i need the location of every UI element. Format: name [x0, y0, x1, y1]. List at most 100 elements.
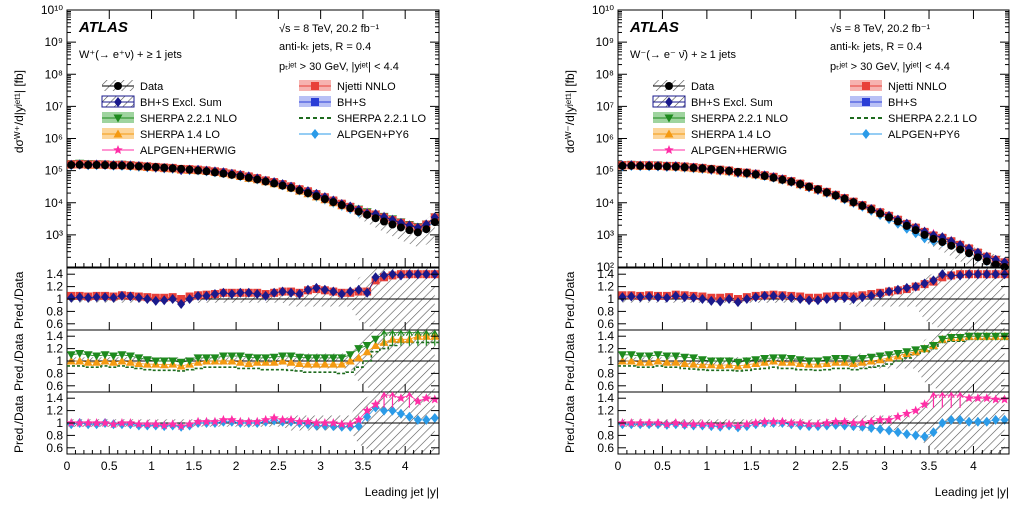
ratio-point-bhs_excl: [371, 272, 380, 283]
ratio-point-sherpa14: [662, 357, 672, 366]
data-point: [244, 173, 253, 182]
ratio-arrow-alpgen_herwig: [929, 391, 937, 408]
legend-entry: SHERPA 2.2.1 NLO: [102, 112, 237, 125]
ratio-point-sherpa221: [168, 357, 178, 366]
ratio-point-bhs_excl: [707, 295, 716, 306]
data-point: [893, 217, 902, 226]
ratio-point-alpgen_herwig: [795, 418, 805, 428]
cuts-label: pₜʲᵉᵗ > 30 GeV, |yʲᵉᵗ| < 4.4: [830, 61, 950, 73]
ratio-point-bhs_excl: [168, 294, 177, 304]
ratio-point-sherpa221: [218, 352, 228, 361]
ratio-point-sherpa221: [134, 354, 144, 363]
ratio-point-bhs_excl: [101, 292, 110, 303]
ratio-point-sherpa221: [964, 332, 974, 341]
data-point: [689, 163, 698, 172]
x-tick-label: 3.5: [921, 459, 938, 473]
ratio-point-sherpa221: [618, 351, 627, 360]
ratio-point-alpgen_herwig: [167, 419, 178, 429]
data-point: [84, 160, 93, 169]
legend-label: BH+S: [888, 97, 917, 109]
ratio-point-alpgen_py6: [380, 405, 389, 416]
data-point: [67, 160, 76, 169]
ratio-point-bhs_excl: [253, 289, 262, 300]
y-tick-label: 10³: [597, 228, 614, 242]
ratio-point-alpgen_herwig: [902, 408, 912, 418]
ratio-point-sherpa221: [769, 354, 779, 363]
ratio-point-alpgen_herwig: [328, 418, 339, 428]
data-point: [210, 168, 219, 177]
ratio-point-bhs_excl: [210, 289, 219, 300]
ratio-point-bhs_excl: [760, 290, 769, 301]
ratio-point-sherpa221: [303, 354, 313, 363]
ratio-point-sherpa221: [804, 357, 814, 366]
ratio-point-bhs_excl: [244, 287, 253, 298]
x-tick-label: 4: [402, 459, 409, 473]
ratio-point-bhs_excl: [312, 282, 321, 293]
atlas-label: ATLAS: [629, 19, 679, 36]
ratio-panel: 1.41.210.80.6: [46, 267, 440, 331]
data-point: [725, 166, 734, 175]
ratio-point-alpgen_herwig: [742, 419, 752, 429]
ratio-point-sherpa221: [893, 350, 903, 359]
x-tick-label: 1: [704, 459, 711, 473]
ratio-point-sherpa221: [320, 354, 330, 363]
legend-entry: ALPGEN+HERWIG: [102, 145, 236, 157]
legend-label: ALPGEN+HERWIG: [140, 145, 236, 157]
ratio-tick-label: 1: [56, 416, 63, 430]
ratio-point-alpgen_herwig: [990, 394, 1001, 404]
ratio-point-bhs_excl: [405, 269, 414, 280]
x-tick-label: 3: [317, 459, 324, 473]
legend-marker: [665, 97, 673, 107]
legend-marker: [113, 114, 123, 123]
ratio-arrow-alpgen_herwig: [405, 391, 413, 408]
ratio-tick-label: 1: [56, 354, 63, 368]
data-point: [261, 177, 270, 186]
data-point: [380, 217, 389, 226]
legend-entry: Njetti NNLO: [850, 80, 947, 93]
ratio-point-sherpa221: [982, 332, 992, 341]
legend-entry: BH+S: [850, 96, 917, 109]
legend-label: ALPGEN+PY6: [888, 129, 960, 141]
ratio-point-bhs_excl: [769, 290, 778, 301]
ratio-point-sherpa221: [626, 351, 636, 360]
legend-marker: [664, 114, 674, 123]
ratio-point-sherpa14: [362, 347, 372, 356]
data-point: [219, 169, 228, 178]
ratio-point-bhs_excl: [902, 282, 911, 293]
ratio-point-alpgen_herwig: [193, 416, 203, 426]
ratio-point-alpgen_herwig: [644, 418, 654, 428]
ratio-point-sherpa221: [185, 357, 195, 366]
ratio-point-sherpa221: [83, 351, 93, 360]
y-tick-label: 10⁴: [595, 196, 614, 210]
ratio-point-sherpa221: [653, 351, 663, 360]
ratio-point-bhs_excl: [956, 270, 965, 281]
ratio-point-bhs_excl: [261, 290, 270, 301]
ratio-point-alpgen_py6: [991, 414, 1000, 425]
ratio-point-sherpa221: [354, 345, 364, 354]
ratio-point-sherpa14: [303, 359, 313, 368]
y-tick-label: 10⁵: [45, 164, 63, 178]
legend-entry: SHERPA 2.2.1 NLO: [653, 112, 788, 125]
ratio-point-bhs_excl: [151, 295, 160, 306]
ratio-point-sherpa221: [866, 353, 876, 362]
ratio-point-bhs_excl: [143, 294, 152, 304]
ratio-point-alpgen_herwig: [662, 419, 672, 429]
ratio-area: [67, 329, 439, 392]
x-tick-label: 1.5: [185, 459, 202, 473]
ratio-point-bhs_excl: [278, 286, 287, 297]
data-point: [278, 181, 287, 190]
data-point: [947, 241, 956, 250]
ratio-point-sherpa221: [697, 356, 707, 365]
y-tick-label: 10⁴: [44, 196, 63, 210]
ratio-point-alpgen_herwig: [759, 416, 770, 426]
ratio-point-alpgen_herwig: [142, 419, 153, 429]
ratio-point-sherpa221: [831, 355, 841, 364]
y-axis-label: dσᵂ⁺/d|yʲᵉᵗ¹| [fb]: [12, 70, 26, 153]
ratio-point-alpgen_herwig: [159, 420, 169, 430]
ratio-point-bhs_excl: [858, 292, 867, 303]
data-point: [413, 228, 422, 237]
data-point: [787, 177, 796, 186]
ratio-point-alpgen_py6: [982, 416, 991, 427]
legend-marker: [862, 129, 870, 139]
